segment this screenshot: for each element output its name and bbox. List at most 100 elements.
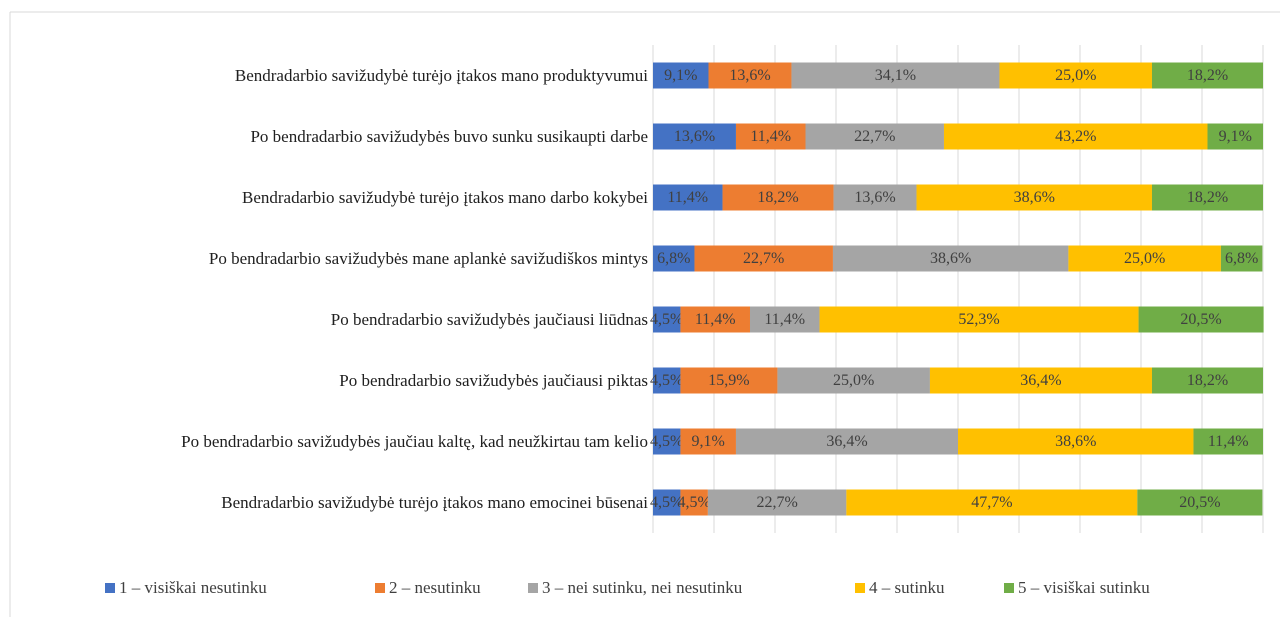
value-label: 4,5% <box>650 433 683 450</box>
value-label: 9,1% <box>1219 128 1252 145</box>
value-label: 34,1% <box>875 67 916 84</box>
bar-segment <box>1151 367 1263 394</box>
legend-swatch <box>375 583 385 593</box>
bar-segment <box>1220 245 1263 272</box>
legend-item: 3 – nei sutinku, nei nesutinku <box>528 578 742 598</box>
value-label: 20,5% <box>1179 494 1220 511</box>
category-label: Po bendradarbio savižudybės jaučiau kalt… <box>181 431 648 451</box>
bar-segment <box>833 184 917 211</box>
category-label: Bendradarbio savižudybė turėjo įtakos ma… <box>221 492 648 512</box>
legend-swatch <box>855 583 865 593</box>
bar-segment <box>680 428 736 455</box>
value-label: 9,1% <box>692 433 725 450</box>
legend-item: 2 – nesutinku <box>375 578 481 598</box>
bar-segment <box>1068 245 1221 272</box>
legend-label: 1 – visiškai nesutinku <box>119 578 267 597</box>
category-label: Po bendradarbio savižudybės jaučiausi pi… <box>339 370 648 390</box>
bar-segment <box>805 123 944 150</box>
bar-segment <box>653 489 681 516</box>
category-label: Bendradarbio savižudybė turėjo įtakos ma… <box>242 187 648 207</box>
value-label: 18,2% <box>1187 189 1228 206</box>
legend-swatch <box>1004 583 1014 593</box>
bar-segment <box>653 123 736 150</box>
bar-segment <box>1138 306 1264 333</box>
legend-label: 2 – nesutinku <box>389 578 481 597</box>
value-label: 18,2% <box>1187 67 1228 84</box>
value-label: 6,8% <box>657 250 690 267</box>
value-label: 13,6% <box>674 128 715 145</box>
value-label: 13,6% <box>854 189 895 206</box>
bar-segment <box>722 184 834 211</box>
value-label: 18,2% <box>1187 372 1228 389</box>
value-label: 25,0% <box>1055 67 1096 84</box>
value-label: 4,5% <box>650 494 683 511</box>
value-label: 52,3% <box>958 311 999 328</box>
value-label: 11,4% <box>764 311 805 328</box>
bar-segment <box>958 428 1194 455</box>
bar-segment <box>832 245 1069 272</box>
legend-item: 4 – sutinku <box>855 578 945 598</box>
bar-segment <box>749 306 820 333</box>
legend-item: 1 – visiškai nesutinku <box>105 578 267 598</box>
bar-segment <box>943 123 1208 150</box>
value-label: 13,6% <box>729 67 770 84</box>
bar-segment <box>694 245 833 272</box>
value-label: 18,2% <box>757 189 798 206</box>
category-label: Bendradarbio savižudybė turėjo įtakos ma… <box>234 65 648 85</box>
bar-segment <box>1193 428 1263 455</box>
bar-segment <box>929 367 1152 394</box>
bar-segment <box>791 62 1000 89</box>
bar-segment <box>708 62 792 89</box>
bar-segment <box>1151 184 1263 211</box>
bar-segment <box>1137 489 1263 516</box>
bar-segment <box>1151 62 1263 89</box>
value-label: 15,9% <box>708 372 749 389</box>
value-label: 22,7% <box>854 128 895 145</box>
legend-item: 5 – visiškai sutinku <box>1004 578 1150 598</box>
category-label: Po bendradarbio savižudybės buvo sunku s… <box>250 126 648 146</box>
value-label: 20,5% <box>1180 311 1221 328</box>
bar-segment <box>653 367 681 394</box>
bar-segment <box>999 62 1152 89</box>
value-label: 9,1% <box>664 67 697 84</box>
value-label: 11,4% <box>695 311 736 328</box>
value-label: 25,0% <box>1124 250 1165 267</box>
value-label: 43,2% <box>1055 128 1096 145</box>
value-label: 25,0% <box>833 372 874 389</box>
legend-label: 5 – visiškai sutinku <box>1018 578 1150 597</box>
value-label: 38,6% <box>1014 189 1055 206</box>
bar-segment <box>1207 123 1263 150</box>
value-label: 11,4% <box>750 128 791 145</box>
value-label: 6,8% <box>1225 250 1258 267</box>
value-label: 38,6% <box>1055 433 1096 450</box>
bar-segment <box>653 428 681 455</box>
bar-segment <box>680 306 750 333</box>
value-label: 4,5% <box>650 311 683 328</box>
bar-segment <box>680 367 778 394</box>
bar-segment <box>846 489 1138 516</box>
category-label: Po bendradarbio savižudybės jaučiausi li… <box>330 309 648 329</box>
legend-label: 3 – nei sutinku, nei nesutinku <box>542 578 743 597</box>
bar-segment <box>653 245 695 272</box>
value-label: 38,6% <box>930 250 971 267</box>
bar-segment <box>653 306 681 333</box>
bar-segment <box>735 428 958 455</box>
bar-segment <box>707 489 847 516</box>
legend-label: 4 – sutinku <box>869 578 945 597</box>
bar-segment <box>819 306 1139 333</box>
legend-swatch <box>105 583 115 593</box>
value-label: 22,7% <box>756 494 797 511</box>
value-label: 36,4% <box>1020 372 1061 389</box>
bar-segment <box>653 184 723 211</box>
bar-segment <box>680 489 708 516</box>
bar-segment <box>653 62 709 89</box>
bar-segment <box>916 184 1152 211</box>
value-label: 11,4% <box>1208 433 1249 450</box>
category-label: Po bendradarbio savižudybės mane aplankė… <box>208 248 648 268</box>
value-label: 22,7% <box>743 250 784 267</box>
bar-segment <box>735 123 806 150</box>
value-label: 4,5% <box>650 372 683 389</box>
value-label: 4,5% <box>678 494 711 511</box>
